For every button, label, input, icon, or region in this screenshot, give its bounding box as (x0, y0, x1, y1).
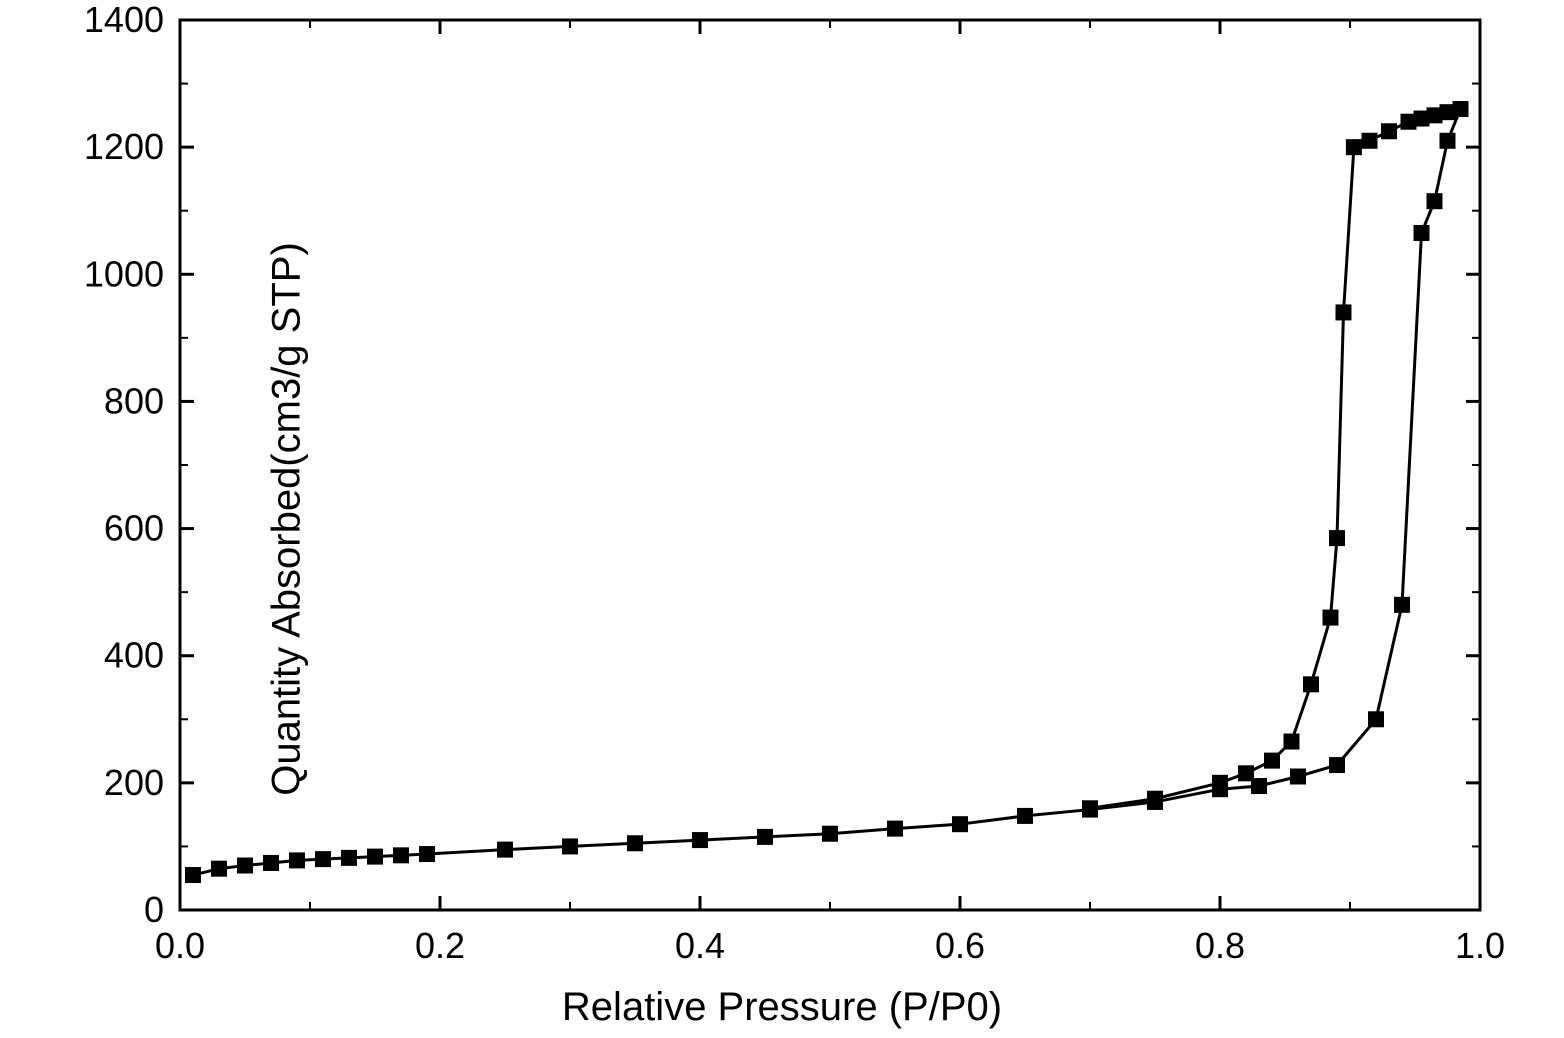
svg-text:800: 800 (104, 380, 164, 421)
svg-text:0.0: 0.0 (155, 925, 205, 966)
chart-svg: 0.0 0.2 0.4 0.6 0.8 1.0 0 200 400 600 800 1000 1200 1… (0, 0, 1564, 1038)
svg-text:400: 400 (104, 635, 164, 676)
svg-text:0: 0 (144, 889, 164, 930)
svg-text:200: 200 (104, 762, 164, 803)
isotherm-chart: Quantity Absorbed(cm3/g STP) Relative Pr… (0, 0, 1564, 1038)
svg-text:1200: 1200 (84, 126, 164, 167)
svg-text:0.6: 0.6 (935, 925, 985, 966)
svg-text:0.4: 0.4 (675, 925, 725, 966)
svg-text:1000: 1000 (84, 253, 164, 294)
svg-text:1400: 1400 (84, 0, 164, 40)
svg-text:0.2: 0.2 (415, 925, 465, 966)
svg-text:0.8: 0.8 (1195, 925, 1245, 966)
svg-text:600: 600 (104, 508, 164, 549)
svg-text:1.0: 1.0 (1455, 925, 1505, 966)
